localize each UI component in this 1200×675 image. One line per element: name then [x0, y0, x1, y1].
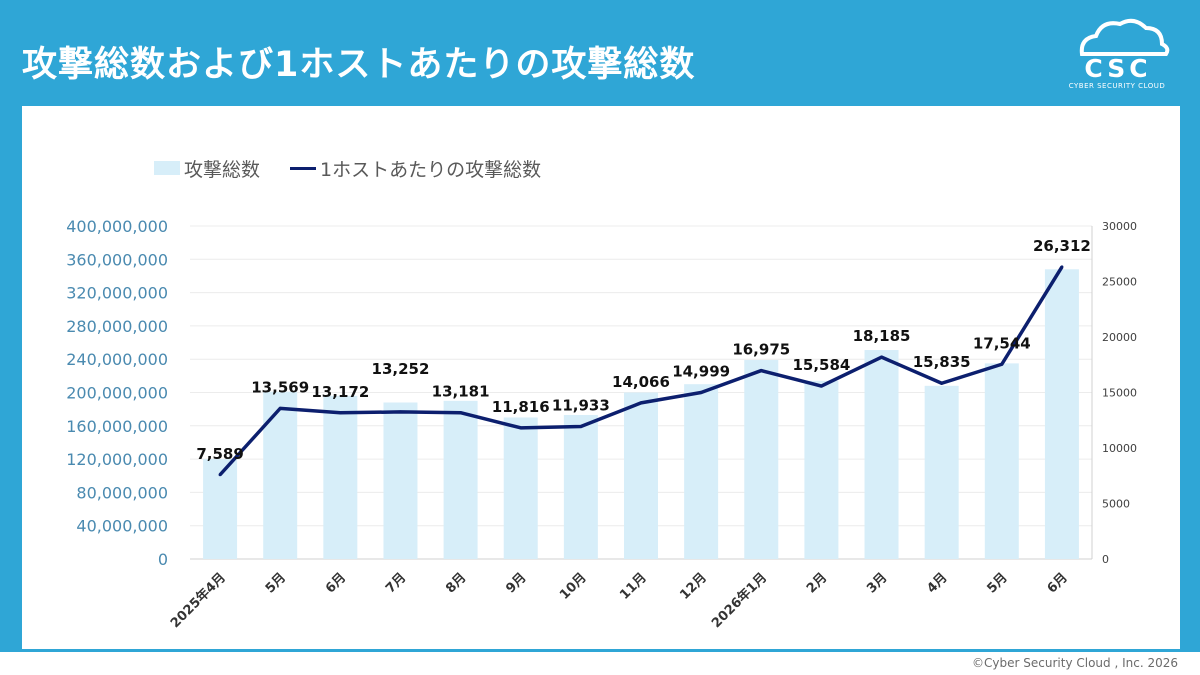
- y-left-tick-label: 280,000,000: [66, 317, 168, 336]
- data-label: 14,066: [612, 373, 670, 391]
- data-label: 13,569: [251, 378, 309, 396]
- x-tick-label: 3月: [864, 570, 890, 596]
- data-label: 15,584: [792, 356, 850, 374]
- y-right-tick-label: 0: [1102, 553, 1109, 566]
- data-label: 26,312: [1033, 237, 1091, 255]
- data-label: 11,816: [492, 398, 550, 416]
- y-right-tick-label: 30000: [1102, 220, 1137, 233]
- y-right-tick-label: 25000: [1102, 276, 1137, 289]
- x-tick-label: 7月: [383, 570, 409, 596]
- y-left-tick-label: 40,000,000: [76, 517, 168, 536]
- line-point: [398, 410, 402, 414]
- line-point: [880, 355, 884, 359]
- x-tick-label: 6月: [323, 570, 349, 596]
- line-point: [819, 384, 823, 388]
- y-left-tick-label: 240,000,000: [66, 350, 168, 369]
- y-left-tick-label: 320,000,000: [66, 284, 168, 303]
- data-label: 17,544: [973, 334, 1031, 352]
- x-tick-label: 11月: [617, 570, 650, 603]
- bar: [684, 384, 719, 559]
- line-point: [459, 411, 463, 415]
- data-label: 11,933: [552, 397, 610, 415]
- legend-line-label: 1ホストあたりの攻撃総数: [320, 158, 542, 181]
- data-label: 13,181: [432, 383, 490, 401]
- x-tick-label: 8月: [443, 570, 469, 596]
- bar: [563, 414, 598, 559]
- x-tick-label: 5月: [263, 570, 289, 596]
- chart-legend: 攻撃総数 1ホストあたりの攻撃総数: [154, 155, 571, 182]
- data-label: 13,172: [311, 383, 369, 401]
- line-point: [759, 369, 763, 373]
- data-label: 15,835: [913, 353, 971, 371]
- legend-item-line: 1ホストあたりの攻撃総数: [290, 155, 541, 182]
- copyright: ©Cyber Security Cloud , Inc. 2026: [972, 656, 1178, 670]
- y-right-tick-label: 10000: [1102, 442, 1137, 455]
- x-tick-label: 2月: [804, 570, 830, 596]
- line-point: [639, 401, 643, 405]
- line-point: [1000, 362, 1004, 366]
- logo-mark: CSC: [1084, 54, 1152, 83]
- bar: [443, 400, 478, 559]
- line-point: [579, 425, 583, 429]
- x-tick-label: 6月: [1045, 570, 1071, 596]
- y-right-tick-label: 15000: [1102, 387, 1137, 400]
- legend-bar-label: 攻撃総数: [184, 158, 261, 181]
- x-tick-label: 2026年1月: [708, 570, 770, 632]
- bar: [323, 395, 358, 559]
- bar: [924, 385, 959, 559]
- footer-band: [0, 652, 1200, 675]
- bar: [864, 350, 899, 559]
- bar: [744, 360, 779, 559]
- line-point: [519, 426, 523, 430]
- bar: [804, 380, 839, 559]
- bar: [984, 363, 1019, 559]
- bar: [624, 392, 658, 559]
- bar: [503, 417, 538, 559]
- line-point: [1060, 265, 1064, 269]
- line-point: [278, 406, 282, 410]
- bar: [1044, 269, 1079, 559]
- line-point: [940, 381, 944, 385]
- y-left-tick-label: 80,000,000: [76, 483, 168, 502]
- x-tick-label: 9月: [503, 570, 529, 596]
- y-left-tick-label: 120,000,000: [66, 450, 168, 469]
- cloud-logo-icon: [1079, 18, 1170, 56]
- x-tick-label: 12月: [677, 570, 710, 603]
- x-tick-label: 5月: [984, 570, 1010, 596]
- data-label: 16,975: [732, 341, 790, 359]
- bar: [383, 402, 418, 559]
- legend-item-bar: 攻撃総数: [154, 155, 260, 182]
- data-label: 13,252: [372, 360, 430, 378]
- y-left-tick-label: 360,000,000: [66, 250, 168, 269]
- legend-line-swatch: [290, 166, 317, 170]
- y-left-tick-label: 200,000,000: [66, 384, 168, 403]
- line-point: [218, 473, 222, 477]
- x-tick-label: 4月: [924, 570, 950, 596]
- x-tick-label: 2025年4月: [167, 570, 229, 632]
- legend-bar-swatch: [154, 161, 180, 175]
- data-label: 14,999: [672, 363, 730, 381]
- y-left-tick-label: 160,000,000: [66, 417, 168, 436]
- x-tick-label: 10月: [557, 570, 590, 603]
- data-label: 18,185: [853, 327, 911, 345]
- y-right-tick-label: 5000: [1102, 498, 1130, 511]
- data-label: 7,589: [196, 445, 243, 463]
- bar: [263, 391, 298, 559]
- y-left-tick-label: 400,000,000: [66, 217, 168, 236]
- y-left-tick-label: 0: [158, 550, 168, 569]
- y-right-tick-label: 20000: [1102, 331, 1137, 344]
- line-point: [338, 411, 342, 415]
- line-point: [699, 391, 703, 395]
- logo-subtitle: CYBER SECURITY CLOUD: [1068, 82, 1166, 90]
- page-title: 攻撃総数および1ホストあたりの攻撃総数: [22, 45, 696, 85]
